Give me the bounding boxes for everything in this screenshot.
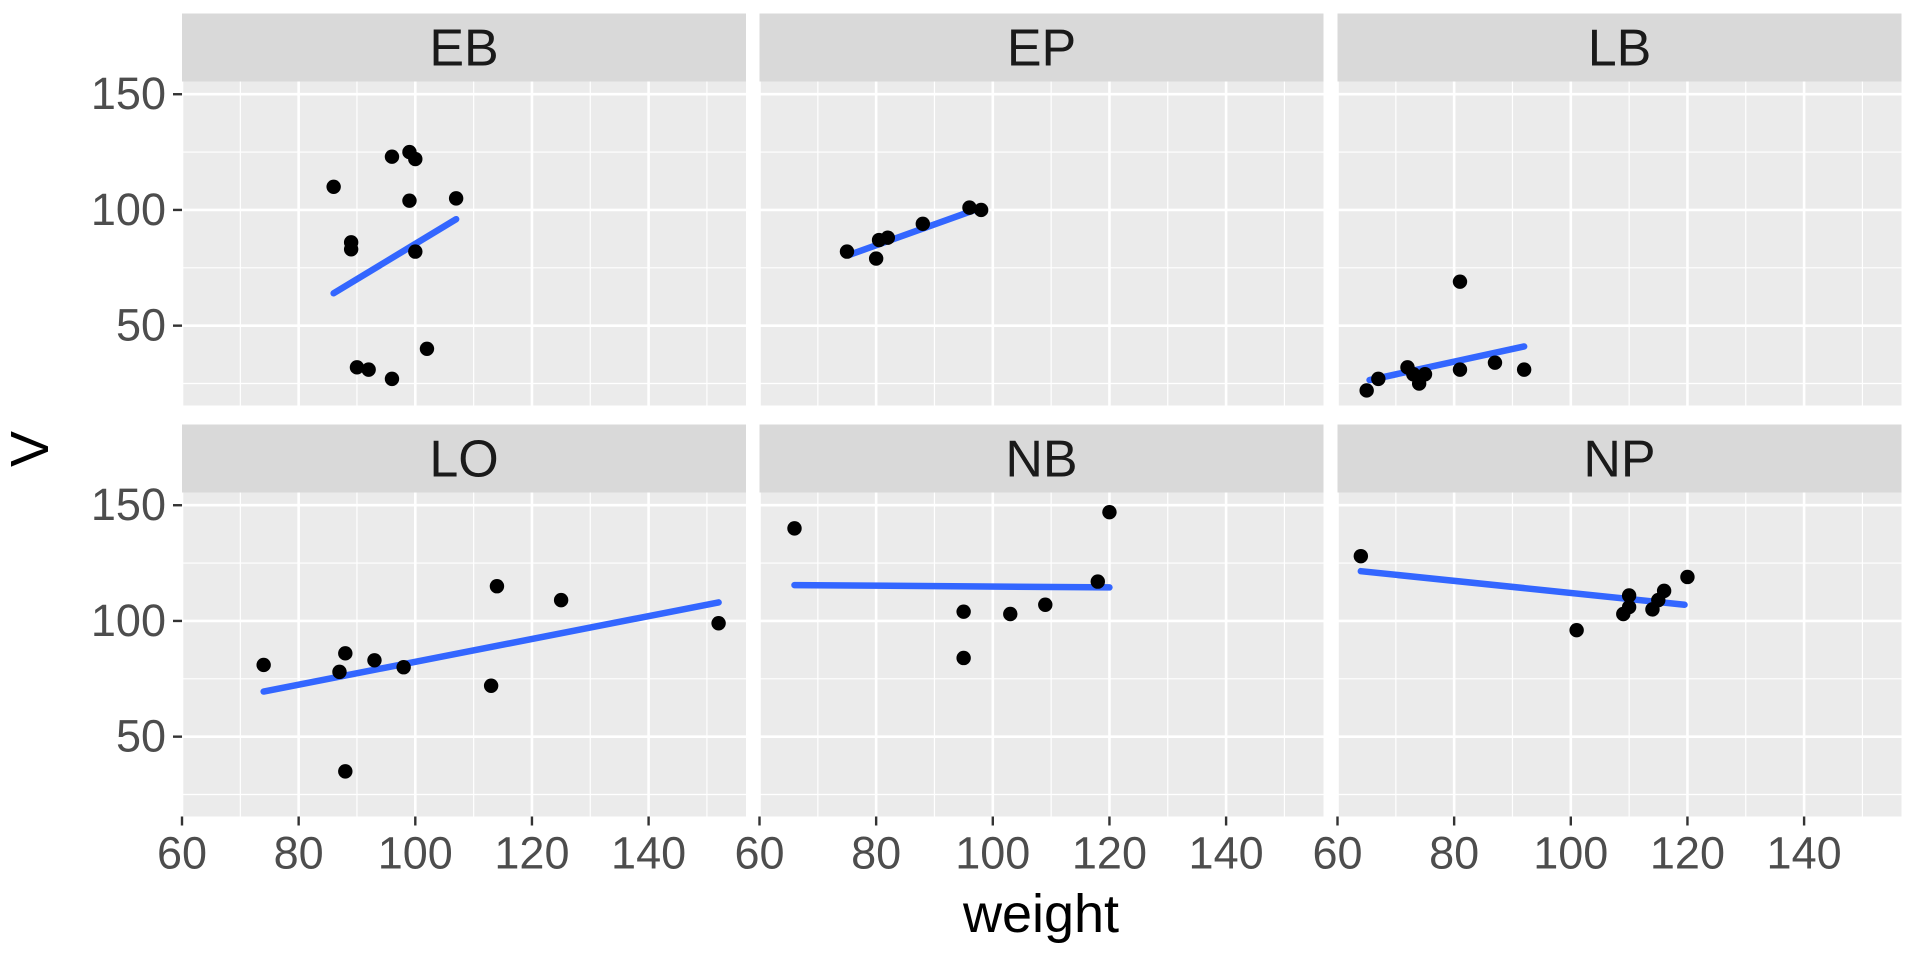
- facet-strip-label-EP: EP: [1007, 20, 1076, 78]
- data-point: [787, 521, 802, 536]
- data-point: [1417, 367, 1433, 382]
- y-tick-label: 100: [91, 184, 166, 235]
- data-point: [349, 360, 365, 375]
- data-point: [1003, 606, 1018, 622]
- x-tick-label: 120: [494, 828, 569, 879]
- facet-strip-label-NP: NP: [1583, 431, 1655, 489]
- x-tick-label: 80: [274, 828, 324, 879]
- data-point: [1371, 371, 1386, 387]
- x-tick-label: 60: [1312, 828, 1362, 879]
- data-point: [384, 371, 400, 387]
- facet-panel-EB: [182, 81, 746, 406]
- data-point: [1359, 383, 1374, 398]
- data-point: [1487, 355, 1503, 370]
- data-point: [1621, 588, 1637, 603]
- data-point: [483, 678, 499, 693]
- data-point: [408, 244, 423, 259]
- data-point: [711, 616, 726, 631]
- trend-line-EP: [845, 204, 985, 259]
- facet-panel-NB: [759, 492, 1324, 817]
- data-point: [326, 179, 341, 194]
- facet-panel-NP: [1337, 492, 1902, 817]
- data-point: [1516, 362, 1532, 377]
- facet-strip-NP: [1337, 424, 1902, 493]
- facet-panels-layer: EB 50 100 150 EP LB LO 60 80 100 120 140 50 100 150 NB 6…: [91, 13, 1902, 879]
- data-point: [367, 653, 382, 668]
- data-point: [402, 193, 417, 208]
- x-tick-label: 100: [378, 828, 453, 879]
- data-point: [1656, 583, 1672, 599]
- data-point: [338, 764, 353, 779]
- data-point: [956, 650, 971, 666]
- data-point: [839, 244, 855, 259]
- data-point: [256, 657, 271, 673]
- y-tick-label: 150: [91, 479, 166, 530]
- data-point: [408, 151, 423, 167]
- x-tick-label: 120: [1650, 828, 1725, 879]
- x-tick-label: 60: [157, 828, 207, 879]
- facet-strip-label-EB: EB: [429, 20, 498, 78]
- facet-strip-label-NB: NB: [1005, 431, 1077, 489]
- trend-line-EB: [330, 215, 460, 297]
- data-point: [332, 664, 347, 680]
- facet-strip-NB: [759, 424, 1324, 493]
- data-point: [361, 362, 376, 377]
- x-tick-label: 100: [955, 828, 1030, 879]
- facet-strip-label-LB: LB: [1588, 20, 1652, 78]
- facet-panel-EP: [759, 81, 1324, 406]
- data-point: [343, 242, 359, 257]
- data-point: [396, 660, 411, 675]
- y-tick-label: 150: [91, 68, 166, 119]
- data-point: [419, 341, 435, 356]
- facet-strip-EB: [182, 13, 746, 82]
- y-tick-label: 100: [91, 595, 166, 646]
- y-axis-title: V: [0, 431, 60, 467]
- data-point: [338, 646, 353, 661]
- data-point: [553, 592, 569, 608]
- facet-strip-LB: [1337, 13, 1902, 82]
- data-point: [1038, 597, 1053, 612]
- x-tick-label: 120: [1072, 828, 1147, 879]
- data-point: [384, 149, 400, 164]
- data-point: [962, 200, 977, 215]
- data-point: [448, 191, 464, 206]
- data-point: [1090, 574, 1105, 589]
- data-point: [1102, 504, 1117, 520]
- facet-strip-label-LO: LO: [429, 431, 498, 489]
- data-point: [489, 579, 505, 594]
- trend-line-NB: [791, 581, 1113, 591]
- data-point: [1452, 362, 1468, 377]
- x-tick-label: 100: [1533, 828, 1608, 879]
- y-tick-label: 50: [116, 300, 166, 351]
- facet-strip-LO: [182, 424, 746, 493]
- trend-line-LB: [1366, 343, 1528, 384]
- data-point: [1621, 599, 1637, 615]
- x-tick-label: 60: [734, 828, 784, 879]
- data-point: [868, 251, 884, 266]
- y-tick-label: 50: [116, 711, 166, 762]
- data-point: [1353, 548, 1369, 564]
- x-tick-label: 80: [1429, 828, 1479, 879]
- x-tick-label: 140: [611, 828, 686, 879]
- data-point: [1452, 274, 1468, 289]
- data-point: [915, 216, 931, 232]
- data-point: [1680, 569, 1695, 585]
- data-point: [956, 604, 971, 619]
- data-point: [973, 202, 989, 218]
- facet-panel-LB: [1337, 81, 1902, 406]
- x-axis-title: weight: [962, 884, 1119, 944]
- data-point: [880, 230, 896, 245]
- x-tick-label: 140: [1767, 828, 1842, 879]
- data-point: [1569, 623, 1584, 638]
- facet-strip-EP: [759, 13, 1324, 82]
- x-tick-label: 140: [1189, 828, 1264, 879]
- x-tick-label: 80: [851, 828, 901, 879]
